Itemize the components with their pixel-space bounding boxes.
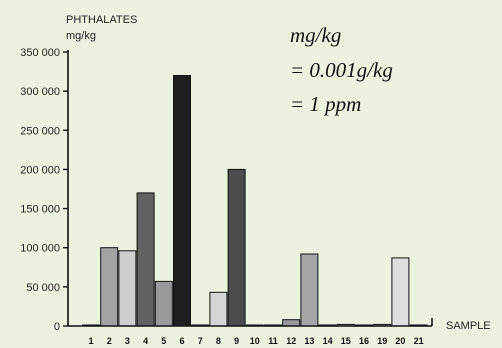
- x-tick-label: 9: [234, 336, 239, 346]
- unit-note-line2: = 0.001g/kg: [290, 58, 393, 82]
- x-tick-label: 7: [198, 336, 203, 346]
- bar-sample-13: [300, 253, 319, 327]
- y-tick-label: 300 000: [20, 86, 60, 98]
- x-tick-label: 6: [179, 336, 184, 346]
- y-tick-label: 250 000: [20, 125, 60, 137]
- bar-sample-2: [100, 247, 119, 327]
- x-tick-label: 8: [216, 336, 221, 346]
- x-tick-label: 21: [414, 336, 424, 346]
- x-tick-label: 14: [323, 336, 333, 346]
- y-axis-title-line2: mg/kg: [66, 30, 96, 42]
- x-axis-title: SAMPLE: [446, 320, 491, 332]
- unit-note-line3: = 1 ppm: [290, 92, 361, 116]
- x-axis-labels: 1 2 3 4 5 6 7 8 9 10 11 12 13 14 15 16 19 20 21: [88, 336, 423, 346]
- x-tick-label: 13: [304, 336, 314, 346]
- x-tick-label: 11: [268, 336, 278, 346]
- x-tick-label: 5: [161, 336, 166, 346]
- bar-sample-9: [227, 168, 246, 327]
- bar-sample-5: [154, 280, 173, 327]
- bar-sample-12: [282, 319, 301, 327]
- unit-note-line1: mg/kg: [290, 23, 341, 47]
- bar-sample-8: [209, 291, 228, 327]
- y-tick-label: 50 000: [26, 282, 60, 294]
- y-axis: 0 50 000 100 000 150 000 200 000 250 000 300 0…: [20, 47, 68, 333]
- x-tick-label: 12: [286, 336, 296, 346]
- bars: [82, 75, 428, 327]
- x-tick-label: 2: [107, 336, 112, 346]
- y-tick-label: 0: [54, 321, 60, 333]
- x-tick-label: 16: [359, 336, 369, 346]
- x-tick-label: 3: [125, 336, 130, 346]
- bar-sample-3: [118, 250, 137, 327]
- y-tick-label: 350 000: [20, 47, 60, 59]
- x-tick-label: 4: [143, 336, 148, 346]
- x-tick-label: 1: [88, 336, 93, 346]
- x-tick-label: 10: [250, 336, 260, 346]
- x-tick-label: 20: [395, 336, 405, 346]
- bar-sample-6: [173, 75, 191, 327]
- y-tick-label: 200 000: [20, 164, 60, 176]
- bar-sample-20: [391, 257, 410, 327]
- x-tick-label: 15: [341, 336, 351, 346]
- y-tick-label: 150 000: [20, 204, 60, 216]
- y-tick-label: 100 000: [20, 243, 60, 255]
- bar-sample-4: [136, 192, 155, 327]
- x-tick-label: 19: [377, 336, 387, 346]
- y-axis-title-line1: PHTHALATES: [66, 14, 137, 26]
